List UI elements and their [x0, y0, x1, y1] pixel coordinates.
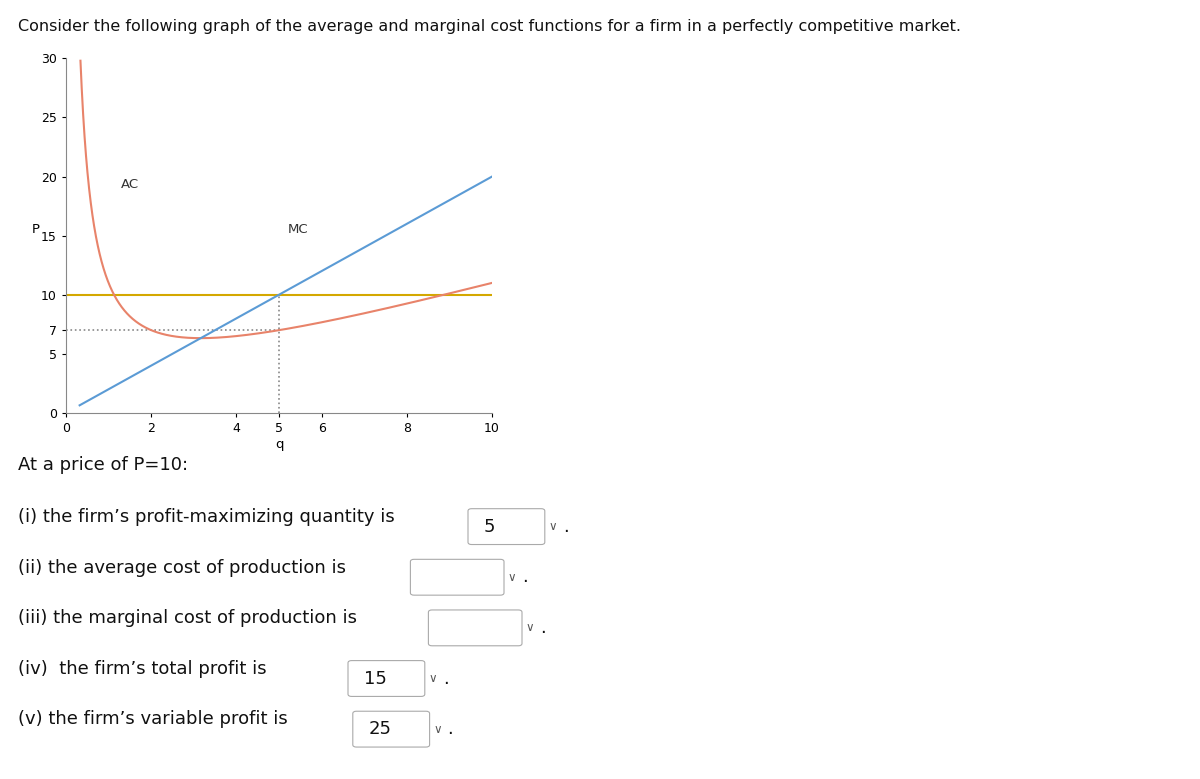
- Text: 5: 5: [484, 517, 496, 536]
- Text: .: .: [443, 669, 449, 688]
- Text: Consider the following graph of the average and marginal cost functions for a fi: Consider the following graph of the aver…: [18, 19, 961, 34]
- Text: 25: 25: [368, 720, 391, 738]
- Text: (iii) the marginal cost of production is: (iii) the marginal cost of production is: [18, 609, 358, 627]
- Y-axis label: P: P: [31, 223, 40, 236]
- Text: At a price of P=10:: At a price of P=10:: [18, 456, 188, 474]
- Text: (i) the firm’s profit-maximizing quantity is: (i) the firm’s profit-maximizing quantit…: [18, 508, 395, 526]
- Text: (v) the firm’s variable profit is: (v) the firm’s variable profit is: [18, 710, 288, 728]
- Text: ∨: ∨: [548, 520, 557, 533]
- Text: ∨: ∨: [526, 622, 534, 634]
- Text: 15: 15: [364, 669, 386, 688]
- Text: .: .: [448, 720, 454, 738]
- Text: MC: MC: [288, 224, 308, 236]
- X-axis label: q: q: [275, 438, 283, 451]
- Text: (ii) the average cost of production is: (ii) the average cost of production is: [18, 559, 346, 576]
- Text: .: .: [522, 568, 528, 587]
- Text: .: .: [540, 619, 546, 637]
- Text: ∨: ∨: [433, 723, 442, 735]
- Text: ∨: ∨: [508, 571, 516, 583]
- Text: (iv)  the firm’s total profit is: (iv) the firm’s total profit is: [18, 660, 266, 678]
- Text: AC: AC: [121, 178, 139, 192]
- Text: ∨: ∨: [428, 672, 437, 685]
- Text: .: .: [563, 517, 569, 536]
